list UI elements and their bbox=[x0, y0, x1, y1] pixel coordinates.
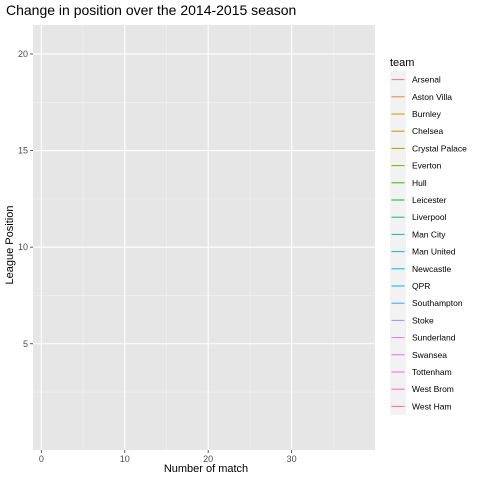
legend-item: Newcastle bbox=[390, 260, 451, 278]
chart-title: Change in position over the 2014-2015 se… bbox=[6, 2, 296, 18]
legend-label: Man United bbox=[412, 247, 456, 257]
legend-item: Leicester bbox=[390, 191, 447, 209]
y-tick-label: 20 bbox=[18, 49, 28, 59]
legend-item: Crystal Palace bbox=[390, 139, 467, 157]
minor-gridlines bbox=[33, 25, 375, 450]
legend-label: QPR bbox=[412, 281, 430, 291]
x-tick-label: 10 bbox=[120, 454, 130, 464]
legend-label: West Ham bbox=[412, 401, 452, 411]
legend-item: Liverpool bbox=[390, 208, 447, 226]
legend-label: West Brom bbox=[412, 384, 454, 394]
legend-item: Hull bbox=[390, 174, 427, 192]
x-axis-title: Number of match bbox=[164, 463, 248, 475]
legend-label: Crystal Palace bbox=[412, 143, 467, 153]
legend-item: Man United bbox=[390, 243, 456, 261]
y-axis: 5 10 15 20 bbox=[18, 49, 33, 349]
legend-item: Stoke bbox=[390, 311, 434, 329]
legend-label: Chelsea bbox=[412, 126, 443, 136]
x-tick-label: 20 bbox=[203, 454, 213, 464]
legend: team Arsenal Aston Villa Burnley Chelsea Cry… bbox=[390, 57, 467, 415]
x-axis: 0 10 20 30 bbox=[39, 450, 297, 464]
legend-label: Aston Villa bbox=[412, 92, 452, 102]
legend-label: Stoke bbox=[412, 315, 434, 325]
legend-label: Sunderland bbox=[412, 333, 456, 343]
x-tick-label: 0 bbox=[39, 454, 44, 464]
legend-label: Tottenham bbox=[412, 367, 452, 377]
legend-item: Burnley bbox=[390, 105, 442, 123]
legend-item: Everton bbox=[390, 157, 442, 175]
legend-label: Newcastle bbox=[412, 264, 451, 274]
legend-label: Southampton bbox=[412, 298, 463, 308]
y-axis-title: League Position bbox=[4, 206, 16, 285]
legend-items: Arsenal Aston Villa Burnley Chelsea Crystal … bbox=[390, 71, 467, 415]
y-tick-label: 5 bbox=[23, 339, 28, 349]
legend-label: Arsenal bbox=[412, 75, 441, 85]
legend-label: Everton bbox=[412, 161, 442, 171]
legend-label: Hull bbox=[412, 178, 427, 188]
legend-item: West Ham bbox=[390, 397, 452, 415]
y-tick-label: 10 bbox=[18, 242, 28, 252]
legend-label: Burnley bbox=[412, 109, 442, 119]
legend-label: Liverpool bbox=[412, 212, 447, 222]
legend-item: Tottenham bbox=[390, 363, 452, 381]
legend-item: West Brom bbox=[390, 380, 454, 398]
y-tick-label: 15 bbox=[18, 146, 28, 156]
major-gridlines bbox=[33, 25, 375, 450]
plot-panel bbox=[33, 25, 375, 450]
legend-item: Swansea bbox=[390, 346, 447, 364]
legend-item: Arsenal bbox=[390, 71, 441, 89]
legend-item: Aston Villa bbox=[390, 88, 452, 106]
legend-label: Swansea bbox=[412, 350, 447, 360]
x-tick-label: 30 bbox=[287, 454, 297, 464]
legend-label: Man City bbox=[412, 229, 446, 239]
legend-title: team bbox=[390, 57, 414, 69]
legend-item: Chelsea bbox=[390, 122, 443, 140]
legend-item: Man City bbox=[390, 225, 446, 243]
legend-item: Southampton bbox=[390, 294, 463, 312]
legend-label: Leicester bbox=[412, 195, 447, 205]
legend-item: Sunderland bbox=[390, 329, 456, 347]
legend-item: QPR bbox=[390, 277, 430, 295]
